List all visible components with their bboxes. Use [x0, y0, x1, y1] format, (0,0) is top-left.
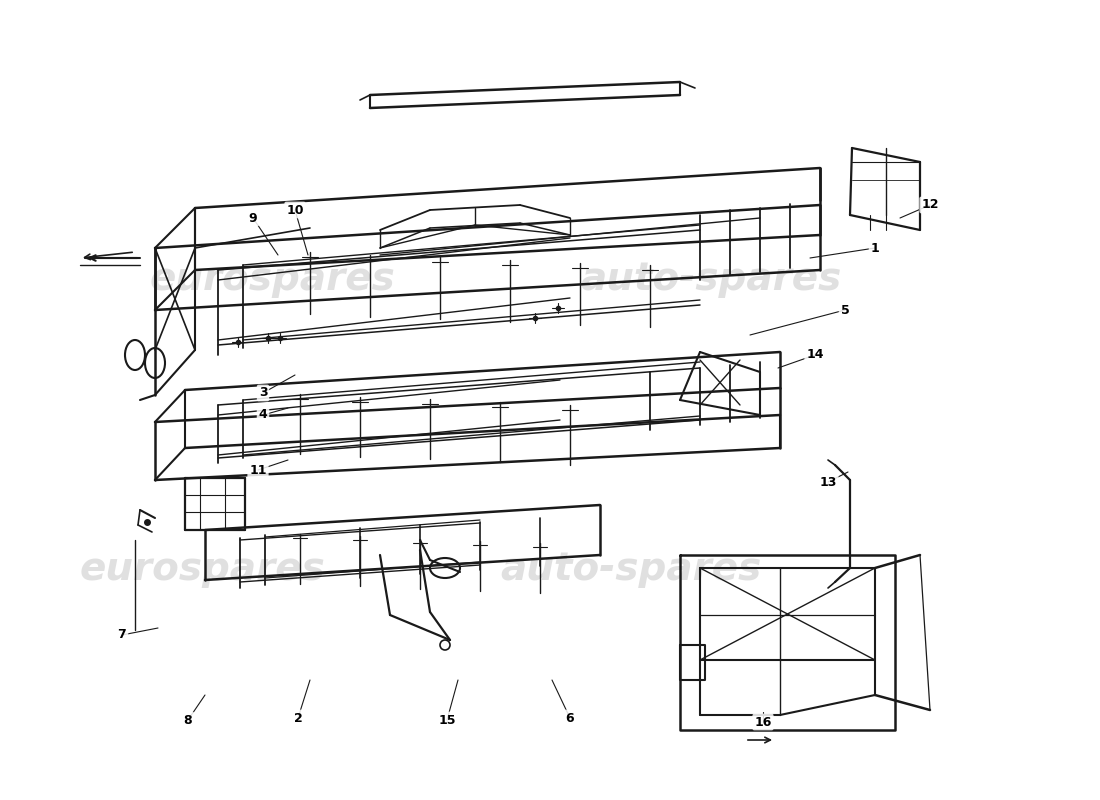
Text: 2: 2	[294, 711, 302, 725]
Text: 8: 8	[184, 714, 192, 726]
Text: 11: 11	[250, 463, 266, 477]
Text: 3: 3	[258, 386, 267, 399]
Text: 15: 15	[438, 714, 455, 726]
Text: 9: 9	[249, 211, 257, 225]
Ellipse shape	[125, 340, 145, 370]
Text: 14: 14	[806, 349, 824, 362]
Text: 7: 7	[118, 629, 127, 642]
Text: 5: 5	[840, 303, 849, 317]
Text: 16: 16	[755, 715, 772, 729]
Ellipse shape	[430, 558, 460, 578]
Text: eurospares: eurospares	[150, 260, 396, 298]
Text: auto-spares: auto-spares	[580, 260, 842, 298]
Text: 1: 1	[870, 242, 879, 254]
Text: eurospares: eurospares	[80, 550, 326, 588]
Text: 13: 13	[820, 475, 837, 489]
Text: auto-spares: auto-spares	[500, 550, 761, 588]
Text: 10: 10	[286, 203, 304, 217]
Text: 6: 6	[565, 711, 574, 725]
Text: 12: 12	[922, 198, 938, 211]
Text: 4: 4	[258, 409, 267, 422]
